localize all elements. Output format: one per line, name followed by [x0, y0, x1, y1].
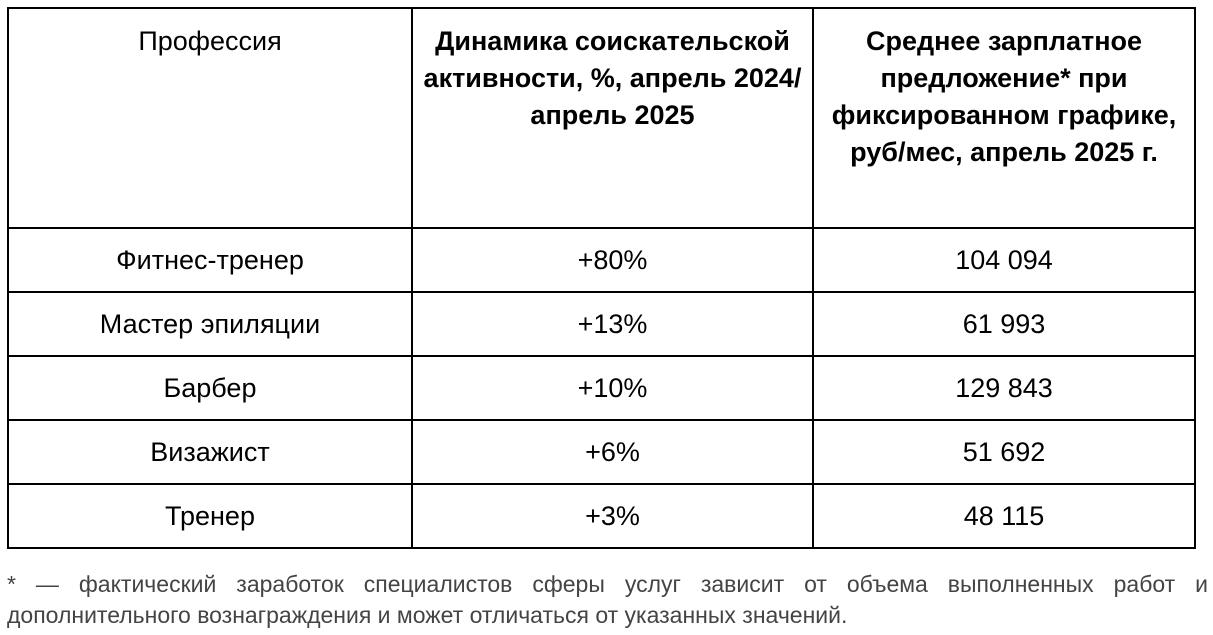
cell-dynamics: +13%: [411, 291, 814, 357]
table-row: Фитнес-тренер +80% 104 094: [7, 227, 1196, 293]
table-row: Мастер эпиляции +13% 61 993: [7, 291, 1196, 357]
cell-dynamics: +80%: [411, 227, 814, 293]
cell-profession: Визажист: [7, 419, 413, 485]
cell-salary: 104 094: [812, 227, 1196, 293]
cell-profession: Мастер эпиляции: [7, 291, 413, 357]
salary-table: Профессия Динамика соискательской активн…: [7, 7, 1196, 549]
cell-profession: Тренер: [7, 483, 413, 549]
cell-dynamics: +6%: [411, 419, 814, 485]
header-salary: Среднее зарплатное предложение* при фикс…: [812, 7, 1196, 229]
table-header-row: Профессия Динамика соискательской активн…: [7, 7, 1196, 229]
header-profession: Профессия: [7, 7, 413, 229]
cell-salary: 51 692: [812, 419, 1196, 485]
cell-salary: 48 115: [812, 483, 1196, 549]
cell-dynamics: +3%: [411, 483, 814, 549]
cell-dynamics: +10%: [411, 355, 814, 421]
table-row: Барбер +10% 129 843: [7, 355, 1196, 421]
cell-salary: 61 993: [812, 291, 1196, 357]
table-row: Визажист +6% 51 692: [7, 419, 1196, 485]
table-row: Тренер +3% 48 115: [7, 483, 1196, 549]
salary-table-container: Профессия Динамика соискательской активн…: [7, 7, 1196, 549]
cell-profession: Фитнес-тренер: [7, 227, 413, 293]
cell-salary: 129 843: [812, 355, 1196, 421]
cell-profession: Барбер: [7, 355, 413, 421]
header-dynamics: Динамика соискательской активности, %, а…: [411, 7, 814, 229]
footnote: * — фактический заработок специалистов с…: [7, 571, 1208, 628]
